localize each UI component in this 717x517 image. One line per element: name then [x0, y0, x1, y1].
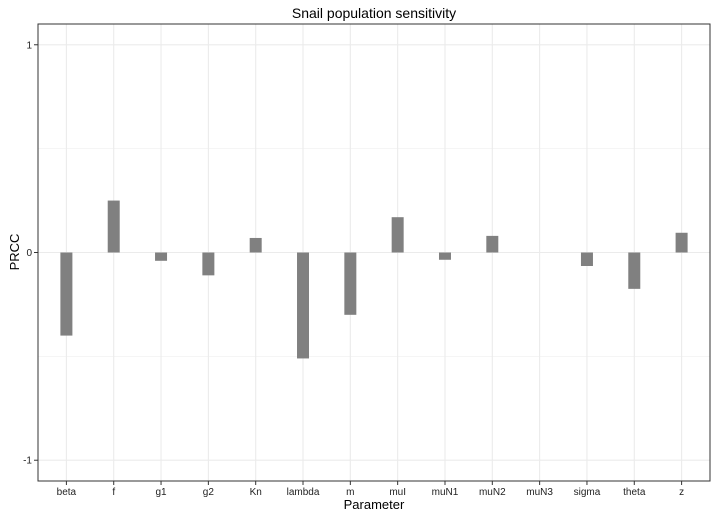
- bars-layer: [60, 200, 688, 359]
- x-tick-label: theta: [623, 487, 646, 498]
- x-tick-label: muN3: [526, 487, 553, 498]
- chart-title: Snail population sensitivity: [292, 5, 456, 21]
- bar-theta: [628, 252, 641, 289]
- x-tick-label: muN2: [479, 487, 506, 498]
- bar-z: [675, 232, 688, 253]
- x-tick-label: sigma: [574, 487, 601, 498]
- x-tick-label: lambda: [287, 487, 320, 498]
- y-ticks-layer: -1 0 1: [23, 40, 38, 467]
- bar-mun1: [438, 252, 451, 260]
- bar-sigma: [580, 252, 593, 267]
- x-tick-label: z: [679, 487, 684, 498]
- bar-mui: [391, 217, 404, 253]
- bar-m: [344, 252, 357, 315]
- x-ticks-layer: beta f g1 g2 Kn lambda m muI muN1 muN2 muN3 sigma th…: [57, 481, 684, 498]
- x-tick-label: g1: [155, 487, 167, 498]
- x-tick-label: muI: [389, 487, 406, 498]
- y-tick-label: 0: [26, 248, 32, 259]
- bar-mun2: [486, 235, 499, 253]
- x-tick-label: g2: [203, 487, 215, 498]
- bar-beta: [60, 252, 73, 336]
- bar-lambda: [297, 252, 310, 359]
- x-axis-title: Parameter: [344, 497, 405, 512]
- y-tick-label: 1: [26, 40, 32, 51]
- x-tick-label: muN1: [432, 487, 459, 498]
- bar-kn: [249, 237, 262, 253]
- grid-layer: [38, 24, 710, 481]
- x-tick-label: m: [346, 487, 354, 498]
- x-tick-label: beta: [57, 487, 77, 498]
- x-tick-label: f: [112, 487, 115, 498]
- y-tick-label: -1: [23, 456, 32, 467]
- bar-f: [107, 200, 120, 253]
- x-tick-label: Kn: [250, 487, 262, 498]
- bar-g1: [155, 252, 168, 261]
- y-axis-title: PRCC: [7, 234, 22, 271]
- bar-g2: [202, 252, 215, 276]
